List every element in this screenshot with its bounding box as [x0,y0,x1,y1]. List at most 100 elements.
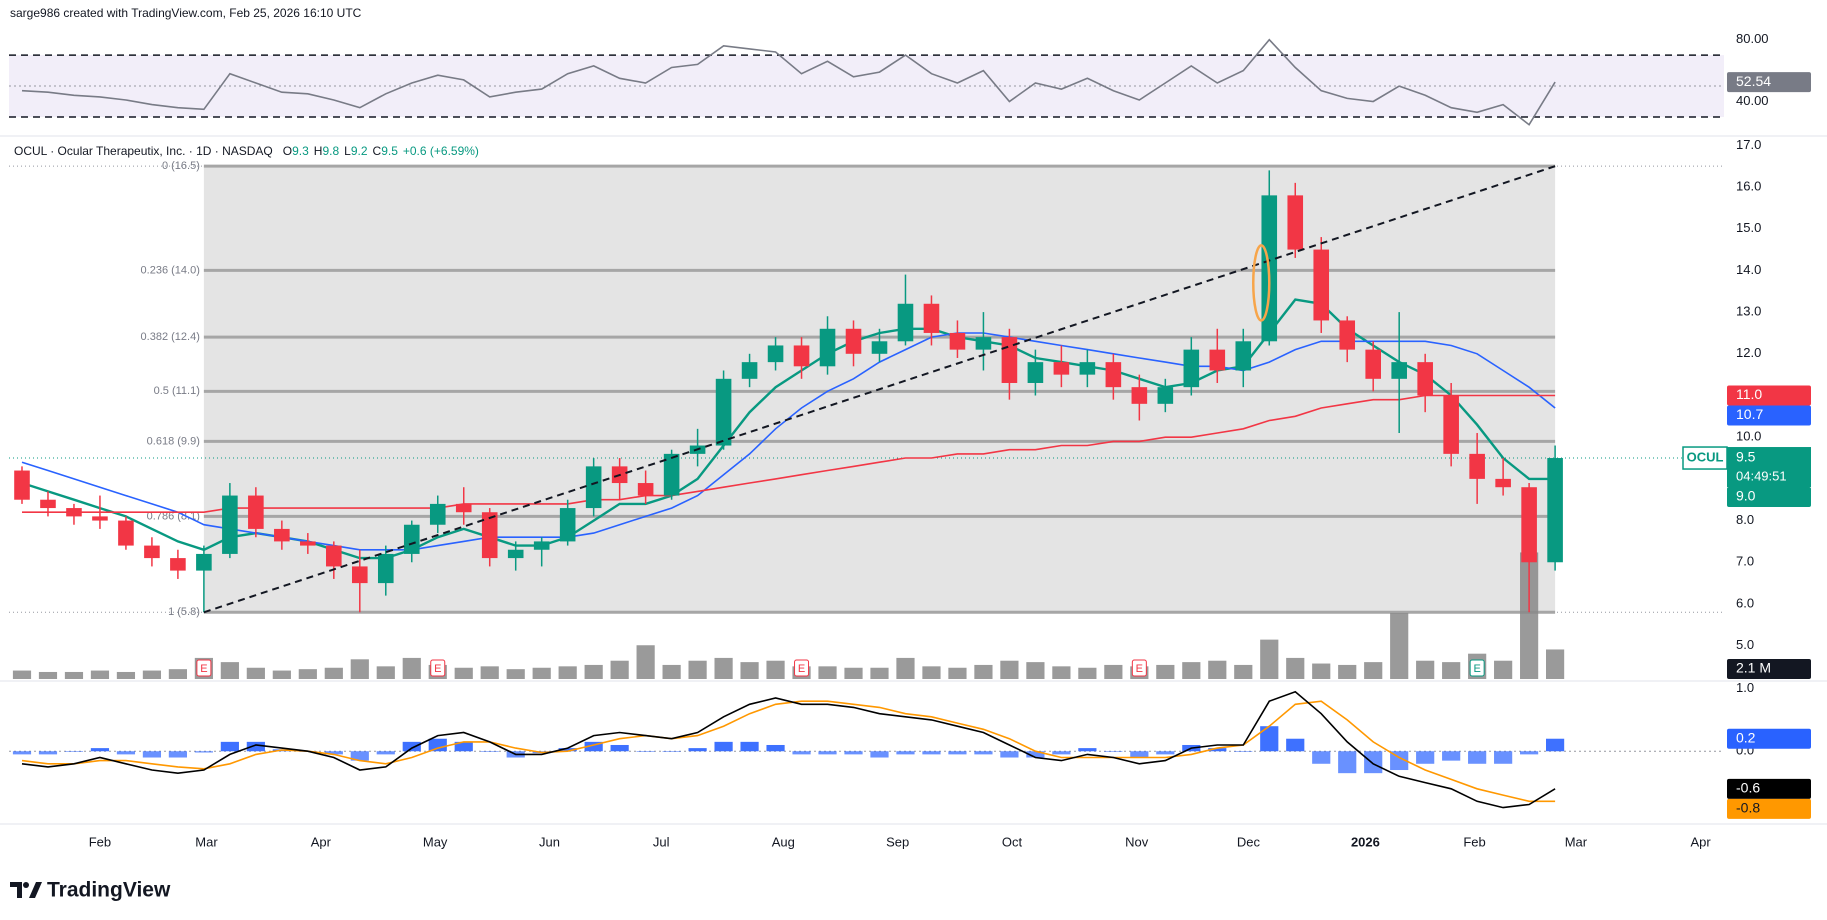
x-tick-label: Feb [1463,834,1485,849]
macd-histogram [792,751,811,755]
volume-bar [1156,664,1175,679]
volume-bar [402,657,421,679]
volume-bar [558,666,577,679]
macd-histogram [246,741,265,752]
fib-label: 0.618 (9.9) [147,435,200,447]
price-label: -0.8 [1736,800,1760,816]
volume-bar [298,669,317,679]
volume-bar [1208,660,1227,679]
event-label: E [1136,663,1143,675]
candle-body [1105,362,1122,388]
volume-bar [740,662,759,679]
volume-bar [1338,664,1357,679]
price-label-box [1727,728,1811,749]
volume-bar [506,669,525,679]
volume-bar [350,659,369,679]
y-tick-label: 5.0 [1736,637,1754,652]
volume-bar [142,670,162,679]
x-tick-label: Apr [311,834,332,849]
candle-body [767,345,784,363]
event-marker [1469,659,1485,677]
volume-bar [818,666,837,679]
volume-bar [636,645,655,679]
candle-body [1547,458,1563,563]
macd-histogram [1052,751,1071,755]
candle-body [585,466,602,509]
macd-histogram [1078,748,1097,752]
x-tick-label: Aug [772,834,795,849]
candle-body [1417,362,1433,396]
price-label-box [1727,659,1811,679]
volume-bar [376,666,395,679]
volume-bar [1260,639,1279,679]
fib-label: 0.236 (14.0) [141,264,200,276]
candle-body [481,512,498,559]
macd-histogram [1156,751,1175,755]
volume-bar [1520,552,1539,679]
macd-histogram [1130,751,1149,758]
macd-histogram [948,751,967,755]
volume-bar [1234,664,1253,679]
candle-body [1313,249,1330,321]
candle-body [222,495,238,554]
x-tick-label: Nov [1125,834,1149,849]
candle-body [1391,362,1407,379]
candle-body [248,495,264,529]
price-label: 10.7 [1736,406,1763,422]
macd-histogram [1338,751,1357,774]
volume-bar [116,671,136,679]
volume-bar [1286,657,1305,679]
volume-bar [12,670,32,679]
macd-histogram [12,751,32,755]
macd-histogram [844,751,863,755]
price-label-box [1727,778,1811,799]
credit: sarge986 created with TradingView.com, F… [10,6,362,20]
volume-bar [168,669,187,679]
volume-bar [480,666,499,679]
macd-histogram [1390,751,1409,771]
x-tick-label: Jul [653,834,670,849]
event-marker [196,659,212,677]
candle-body [300,541,316,546]
macd-line [21,690,1556,809]
x-tick-label: Mar [1565,834,1588,849]
symbol-label: OCUL [1687,449,1724,464]
fib-label: 0.382 (12.4) [141,331,200,343]
volume-bar [584,664,603,679]
x-tick-label: Mar [195,834,218,849]
fib-label: 0.786 (8.1) [147,510,200,522]
candle-body [1235,341,1252,371]
volume-bar [1364,662,1383,679]
x-tick-label: Jun [539,834,560,849]
macd-histogram [584,741,603,752]
volume-bar [454,667,473,679]
macd-histogram [142,751,162,758]
macd-histogram [194,751,213,753]
macd-histogram [1494,751,1513,764]
event-label: E [434,663,441,675]
macd-histogram [38,751,58,755]
brand: TradingView [47,879,171,902]
candle-body [559,508,576,542]
macd-histogram [376,751,395,755]
logo-mark [23,882,29,888]
candle-body [1131,387,1148,404]
macd-histogram [688,748,707,752]
price-label: 11.0 [1736,386,1762,402]
chart-header: OCUL · Ocular Therapeutix, Inc. · 1D · N… [14,144,479,158]
x-tick-label: Oct [1002,834,1023,849]
symbol: OCUL · Ocular Therapeutix, Inc. · 1D · N… [14,144,273,158]
candle-body [923,303,940,333]
volume-bar [1442,662,1461,679]
event-label: E [798,663,805,675]
last-price-box [1727,447,1811,488]
x-tick-label: Apr [1690,834,1711,849]
last-price-label: 9.5 [1736,449,1756,465]
ohlc-value: 9.3 [292,144,309,158]
macd-histogram [1468,751,1487,764]
y-tick-label: 8.0 [1736,512,1754,527]
price-label-box [1727,72,1811,93]
candle-body [1469,453,1485,479]
macd-histogram [428,738,447,752]
macd-histogram [324,751,343,755]
